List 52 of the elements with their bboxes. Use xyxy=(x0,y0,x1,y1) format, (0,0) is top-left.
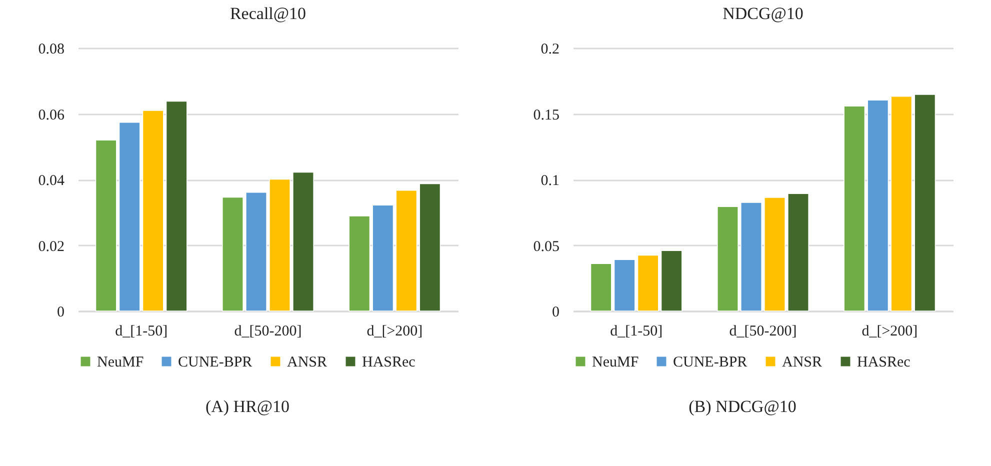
bar xyxy=(95,140,117,312)
bar xyxy=(740,202,762,312)
x-tick-label: d_[50-200] xyxy=(729,324,797,340)
y-tick-label: 0.06 xyxy=(38,107,65,124)
bar xyxy=(660,250,682,312)
bar xyxy=(590,263,612,312)
chart-title: NDCG@10 xyxy=(722,4,804,23)
x-tick-label: d_[1-50] xyxy=(610,324,663,340)
bar xyxy=(222,196,244,312)
x-tick-label: d_[>200] xyxy=(366,324,423,340)
y-tick-label: 0.15 xyxy=(533,107,560,124)
bar xyxy=(246,192,267,312)
bar xyxy=(914,94,936,312)
bar xyxy=(844,106,866,312)
y-tick-label: 0 xyxy=(57,304,64,320)
bar xyxy=(166,100,188,312)
bar xyxy=(637,254,659,312)
bar xyxy=(419,183,441,312)
y-tick-label: 0.04 xyxy=(38,173,65,189)
x-tick-label: d_[>200] xyxy=(862,324,918,340)
bar xyxy=(764,197,786,312)
chart-title: Recall@10 xyxy=(230,4,306,23)
legend-label: HASRec xyxy=(362,354,416,371)
legend-label: NeuMF xyxy=(97,354,144,371)
bar xyxy=(142,110,164,312)
bar xyxy=(396,190,418,312)
y-tick-label: 0.02 xyxy=(38,238,64,255)
bar xyxy=(292,172,314,312)
legend-label: CUNE-BPR xyxy=(178,354,252,371)
bar xyxy=(890,96,912,312)
y-tick-label: 0.08 xyxy=(38,42,64,58)
legend-label: CUNE-BPR xyxy=(673,354,748,371)
bar xyxy=(118,122,140,312)
x-tick-label: d_[50-200] xyxy=(234,324,302,340)
legend-label: ANSR xyxy=(782,354,822,371)
legend-label: ANSR xyxy=(287,354,328,371)
legend-label: NeuMF xyxy=(592,354,639,371)
bar xyxy=(614,259,636,312)
y-tick-label: 0.1 xyxy=(540,173,560,189)
bar xyxy=(867,100,889,312)
y-tick-label: 0.2 xyxy=(540,42,560,58)
bar xyxy=(348,216,370,312)
x-tick-label: d_[1-50] xyxy=(115,324,168,340)
y-tick-label: 0 xyxy=(552,304,560,320)
text: (A) HR@10 xyxy=(204,397,291,417)
bar xyxy=(717,206,738,312)
y-tick-label: 0.05 xyxy=(533,238,560,255)
bar xyxy=(788,193,809,312)
legend-label: HASRec xyxy=(857,354,911,371)
text: (B) NDCG@10 xyxy=(688,397,798,417)
bar xyxy=(269,178,290,312)
bar xyxy=(372,204,394,312)
